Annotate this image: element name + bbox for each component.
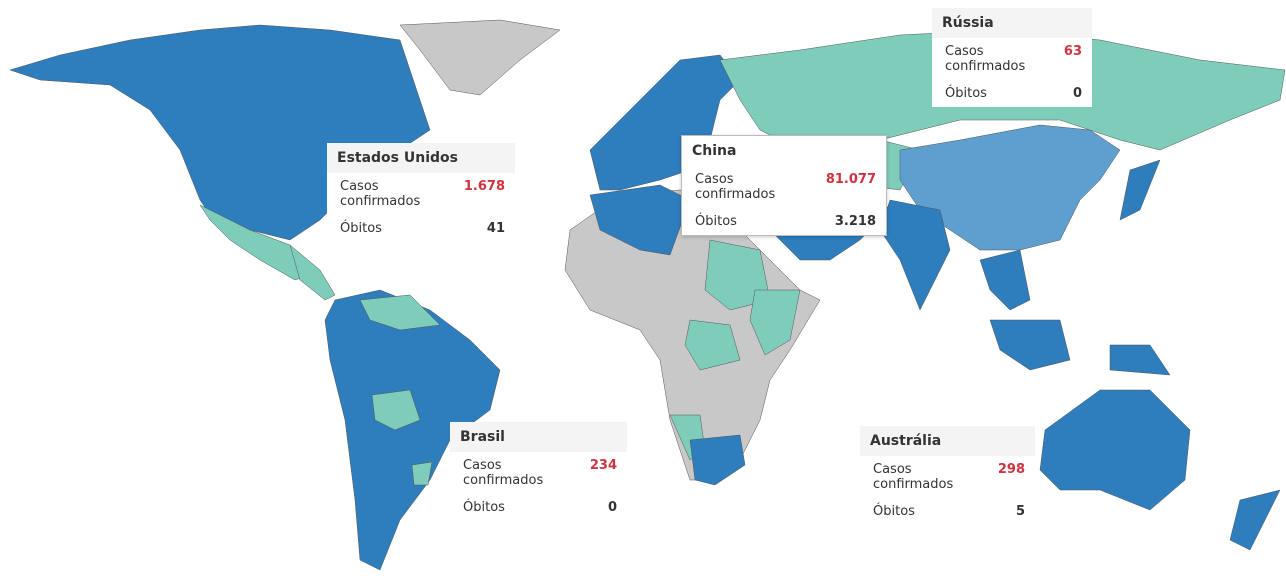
greenland — [399, 19, 561, 96]
tooltip: Rússia Casos confirmados 63 Óbitos 0 — [932, 8, 1092, 107]
central-africa — [684, 319, 741, 371]
south-africa — [689, 434, 746, 486]
uruguay — [411, 461, 433, 486]
venezuela-guyana — [359, 294, 441, 331]
row-label: Casos confirmados — [945, 44, 1026, 74]
bolivia — [371, 389, 421, 431]
row-label: Óbitos — [873, 504, 915, 519]
row-value: 81.077 — [825, 172, 876, 187]
row-value: 63 — [1063, 44, 1082, 59]
papua — [1109, 344, 1171, 376]
row-value: 298 — [997, 462, 1025, 477]
tooltip-title: Rússia — [932, 8, 1092, 38]
australia — [1039, 389, 1191, 511]
row-value: 1.678 — [463, 179, 505, 194]
tooltip: Brasil Casos confirmados 234 Óbitos 0 — [450, 422, 627, 521]
southeast-asia — [979, 249, 1031, 311]
row-label: Óbitos — [340, 221, 382, 236]
europe — [589, 54, 741, 191]
row-label: Casos confirmados — [340, 179, 421, 209]
row-label: Óbitos — [945, 86, 987, 101]
tooltip: Austrália Casos confirmados 298 Óbitos 5 — [860, 426, 1035, 525]
japan — [1119, 159, 1161, 221]
row-value: 5 — [1015, 504, 1025, 519]
row-value: 41 — [486, 221, 505, 236]
sahel — [704, 239, 771, 311]
north-africa — [589, 184, 691, 256]
row-label: Óbitos — [695, 214, 737, 229]
row-label: Casos confirmados — [873, 462, 954, 492]
tooltip-title: Estados Unidos — [327, 143, 515, 173]
mexico — [199, 204, 311, 281]
row-value: 234 — [589, 458, 617, 473]
row-label: Óbitos — [463, 500, 505, 515]
row-value: 0 — [607, 500, 617, 515]
row-value: 3.218 — [834, 214, 876, 229]
india — [879, 199, 951, 311]
row-label: Casos confirmados — [463, 458, 544, 488]
indonesia — [989, 319, 1071, 371]
central-america — [289, 244, 336, 301]
tooltip: China Casos confirmados 81.077 Óbitos 3.21… — [681, 135, 887, 236]
tooltip-title: China — [682, 136, 886, 166]
row-label: Casos confirmados — [695, 172, 776, 202]
tooltip-title: Brasil — [450, 422, 627, 452]
east-africa — [749, 289, 801, 356]
south-america — [324, 289, 501, 571]
tooltip-title: Austrália — [860, 426, 1035, 456]
row-value: 0 — [1072, 86, 1082, 101]
tooltip: Estados Unidos Casos confirmados 1.678 Ób… — [327, 143, 515, 242]
new-zealand — [1229, 489, 1281, 551]
